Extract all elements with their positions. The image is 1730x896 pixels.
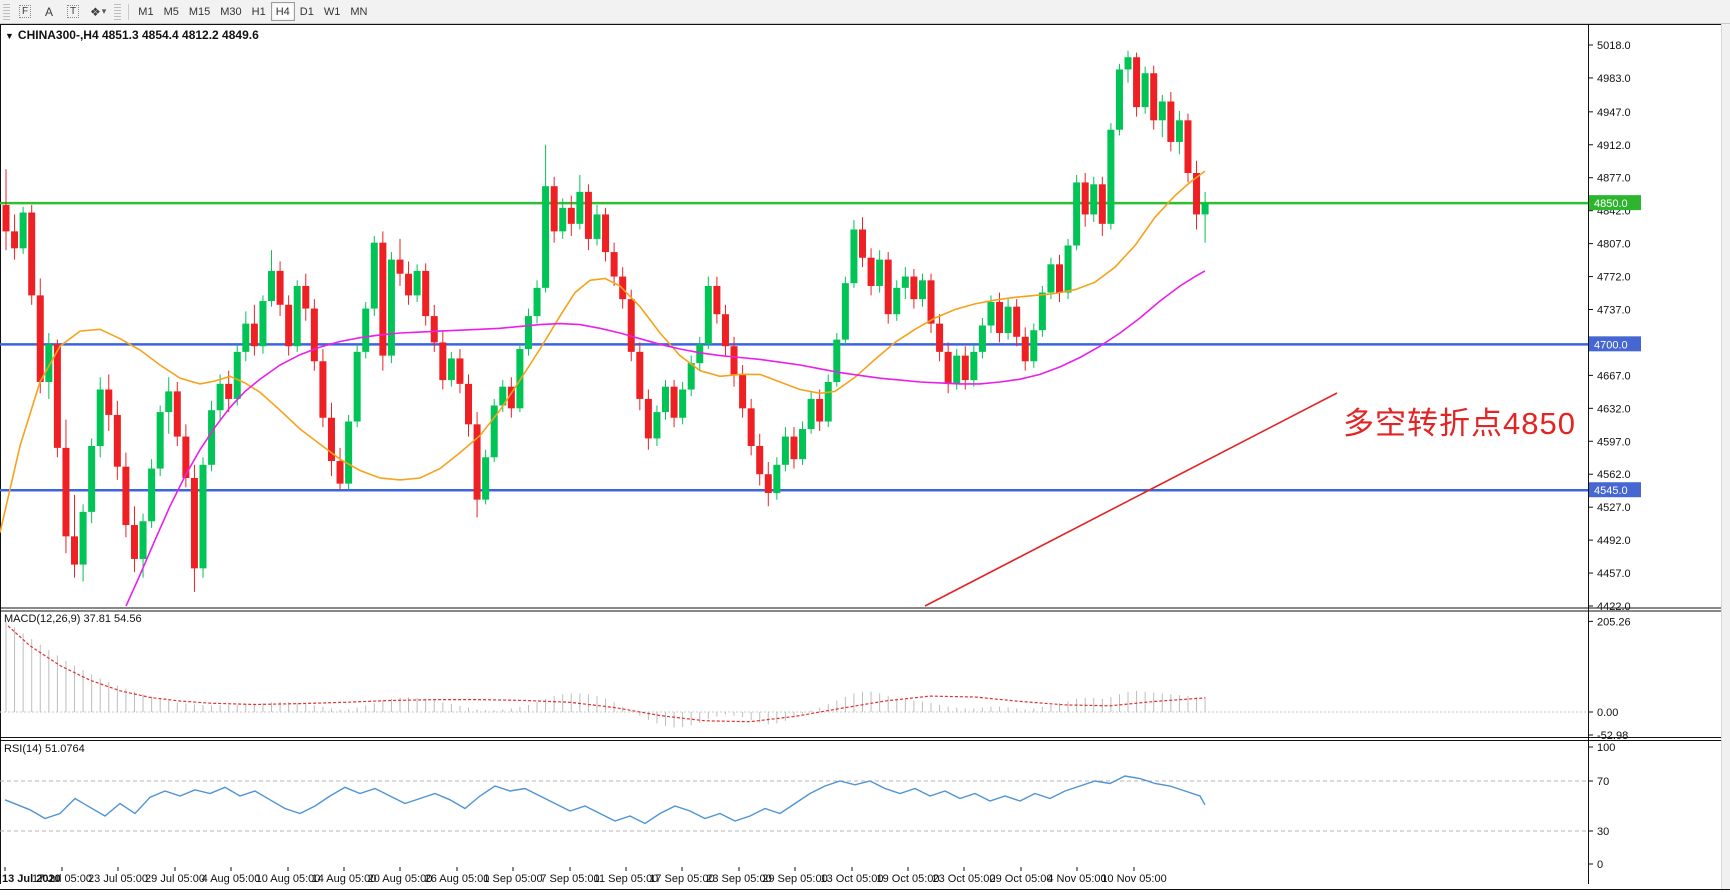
timeframe-grip[interactable] [114, 3, 122, 20]
date-tick-label: 29 Oct 05:00 [990, 873, 1053, 885]
rsi-tick-label: 70 [1597, 776, 1609, 788]
timeframe-m30-button[interactable]: M30 [215, 2, 246, 21]
timeframe-mn-button[interactable]: MN [345, 2, 372, 21]
date-tick-label: 10 Nov 05:00 [1101, 873, 1166, 885]
macd-histogram [5, 621, 1206, 728]
timeframe-bar: M1 M5 M15 M30 H1 H4 D1 W1 MN [133, 2, 372, 22]
price-tick-label: 4597.0 [1597, 436, 1631, 448]
date-tick-label: 10 Aug 05:00 [256, 873, 321, 885]
date-tick-label: 26 Aug 05:00 [425, 873, 490, 885]
date-tick-label: 14 Aug 05:00 [312, 873, 377, 885]
price-badge-4545.0: 4545.0 [1589, 482, 1641, 498]
date-tick-label: 20 Aug 05:00 [368, 873, 433, 885]
price-tick-label: 5018.0 [1597, 40, 1631, 52]
shapes-icon[interactable]: ❖ ▾ [86, 2, 110, 21]
price-badge-text: 4545.0 [1594, 485, 1628, 497]
timeframe-w1-button[interactable]: W1 [319, 2, 346, 21]
chart-area[interactable]: 5018.0 4983.0 4947.0 4912.0 4877.0 4842.0 4807… [0, 24, 1730, 896]
price-tick-label: 4807.0 [1597, 239, 1631, 251]
price-badge-text: 4700.0 [1594, 339, 1628, 351]
bottom-panel-edge [0, 889, 1730, 896]
date-tick-label: 4 Nov 05:00 [1047, 873, 1106, 885]
shapes-glyph: ❖ [90, 4, 101, 19]
trendline [924, 392, 1338, 607]
date-tick-label: 23 Sep 05:00 [706, 873, 771, 885]
text-box-icon[interactable]: T [62, 2, 84, 21]
rsi-line[interactable] [4, 775, 1206, 825]
timeframe-h1-button[interactable]: H1 [247, 2, 271, 21]
price-tick-label: 4527.0 [1597, 502, 1631, 514]
candlestick-series [2, 50, 1209, 592]
timeframe-m5-button[interactable]: M5 [159, 2, 184, 21]
rsi-tick-label: 0 [1597, 859, 1603, 871]
price-tick-label: 4457.0 [1597, 568, 1631, 580]
price-tick-label: 4422.0 [1597, 601, 1631, 613]
toolbar-grip[interactable] [3, 3, 10, 20]
toolbar-separator [128, 3, 130, 20]
timeframe-d1-button[interactable]: D1 [295, 2, 319, 21]
window-edge-strip [1721, 24, 1730, 896]
date-tick-label: 11 Sep 05:00 [594, 873, 659, 885]
date-tick-label: 13 Oct 05:00 [821, 873, 884, 885]
price-tick-label: 4877.0 [1597, 173, 1631, 185]
macd-tick-label: 0.00 [1597, 707, 1618, 719]
price-tick-label: 4912.0 [1597, 140, 1631, 152]
text-a-glyph: A [44, 4, 53, 19]
ma-slow-magenta-line[interactable] [125, 270, 1206, 607]
price-tick-label: 4562.0 [1597, 469, 1631, 481]
price-tick-label: 4492.0 [1597, 535, 1631, 547]
macd-tick-label: 205.26 [1597, 616, 1631, 628]
macd-tick-label: -52.98 [1597, 730, 1628, 742]
price-badge-4700.0: 4700.0 [1589, 336, 1641, 352]
date-tick-label: 29 Sep 05:00 [762, 873, 827, 885]
ma-fast-orange-line[interactable] [0, 170, 1206, 533]
toolbar: F A T ❖ ▾ M1 M5 M15 M30 H1 H4 D1 W1 MN [0, 0, 1730, 24]
date-tick-label: 4 Aug 05:00 [202, 873, 261, 885]
price-tick-label: 4772.0 [1597, 272, 1631, 284]
date-tick-label: 13 Jul 2020 [2, 873, 61, 885]
timeframe-h4-button[interactable]: H4 [270, 2, 295, 22]
chart-canvas[interactable]: 5018.04983.04947.04912.04877.04842.04807… [0, 24, 1730, 896]
objects-f-glyph: F [18, 5, 32, 18]
price-tick-label: 4947.0 [1597, 107, 1631, 119]
date-tick-label: 29 Jul 05:00 [145, 873, 205, 885]
rsi-tick-label: 100 [1597, 742, 1615, 754]
price-badge-text: 4850.0 [1594, 198, 1628, 210]
objects-list-icon[interactable]: F [14, 2, 36, 21]
timeframe-m15-button[interactable]: M15 [184, 2, 215, 21]
date-tick-label: 23 Oct 05:00 [933, 873, 996, 885]
shapes-caret-icon: ▾ [101, 6, 107, 16]
timeframe-m1-button[interactable]: M1 [133, 2, 158, 21]
date-tick-label: 17 Jul 05:00 [32, 873, 92, 885]
price-tick-label: 4737.0 [1597, 304, 1631, 316]
text-t-glyph: T [66, 5, 80, 18]
date-tick-label: 23 Jul 05:00 [88, 873, 148, 885]
rsi-tick-label: 30 [1597, 826, 1609, 838]
price-tick-label: 4632.0 [1597, 403, 1631, 415]
price-tick-label: 4983.0 [1597, 73, 1631, 85]
price-badge-4850.0: 4850.0 [1589, 195, 1641, 211]
text-label-icon[interactable]: A [38, 2, 60, 21]
date-tick-label: 7 Sep 05:00 [540, 873, 599, 885]
date-tick-label: 17 Sep 05:00 [649, 873, 714, 885]
price-tick-label: 4667.0 [1597, 370, 1631, 382]
date-tick-label: 19 Oct 05:00 [877, 873, 940, 885]
date-tick-label: 1 Sep 05:00 [483, 873, 542, 885]
macd-signal-line[interactable] [7, 625, 1206, 723]
